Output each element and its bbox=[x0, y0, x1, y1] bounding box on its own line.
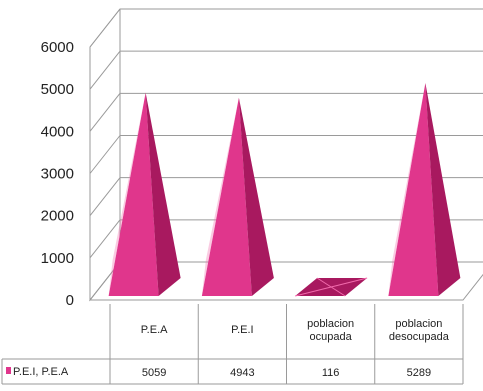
bar-highlight bbox=[388, 82, 426, 296]
data-table: P.E.A P.E.I poblacion ocupada poblacion desoc… bbox=[1, 304, 464, 385]
bar-pyramid bbox=[108, 92, 181, 296]
bars bbox=[108, 82, 461, 297]
bar-front-face bbox=[201, 97, 252, 297]
x-category-label: P.E.A bbox=[141, 324, 168, 336]
y-tick-label: 4000 bbox=[41, 123, 74, 140]
bar-side-face bbox=[425, 82, 461, 296]
bar-front-face bbox=[108, 92, 159, 296]
bar-side-face bbox=[238, 97, 274, 297]
bar-flat-edge bbox=[316, 277, 346, 297]
data-value-label: 5289 bbox=[407, 367, 431, 379]
y-tick-label: 2000 bbox=[41, 208, 74, 225]
gridline-side bbox=[89, 8, 121, 48]
bar-highlight bbox=[108, 92, 146, 296]
bar-pyramid bbox=[295, 277, 368, 297]
data-value-label: 5059 bbox=[142, 367, 166, 379]
bar-pyramid bbox=[388, 82, 461, 296]
bar-highlight bbox=[201, 97, 239, 297]
bar-side-face bbox=[145, 92, 181, 296]
gridline-side bbox=[89, 135, 121, 174]
y-axis-ticks: 0 1000 2000 3000 4000 5000 6000 bbox=[41, 39, 74, 309]
y-tick-label: 0 bbox=[66, 292, 74, 309]
x-category-label: P.E.I bbox=[231, 324, 253, 336]
legend-swatch bbox=[6, 367, 11, 374]
gridline-side bbox=[89, 93, 121, 132]
bar-front-face bbox=[388, 82, 439, 296]
y-tick-label: 1000 bbox=[41, 250, 74, 267]
y-tick-label: 3000 bbox=[41, 166, 74, 183]
x-category-label: poblacion desocupada bbox=[389, 318, 450, 343]
x-category-label: poblacion ocupada bbox=[307, 318, 354, 343]
gridline-side bbox=[89, 177, 121, 216]
bar-pyramid bbox=[201, 97, 274, 297]
gridline-side bbox=[89, 219, 121, 259]
y-tick-label: 6000 bbox=[41, 39, 74, 56]
gridline-side bbox=[89, 50, 121, 90]
data-value-label: 116 bbox=[322, 367, 340, 379]
data-value-label: 4943 bbox=[230, 367, 254, 379]
y-tick-label: 5000 bbox=[41, 81, 74, 98]
legend-label: P.E.I, P.E.A bbox=[13, 366, 69, 378]
